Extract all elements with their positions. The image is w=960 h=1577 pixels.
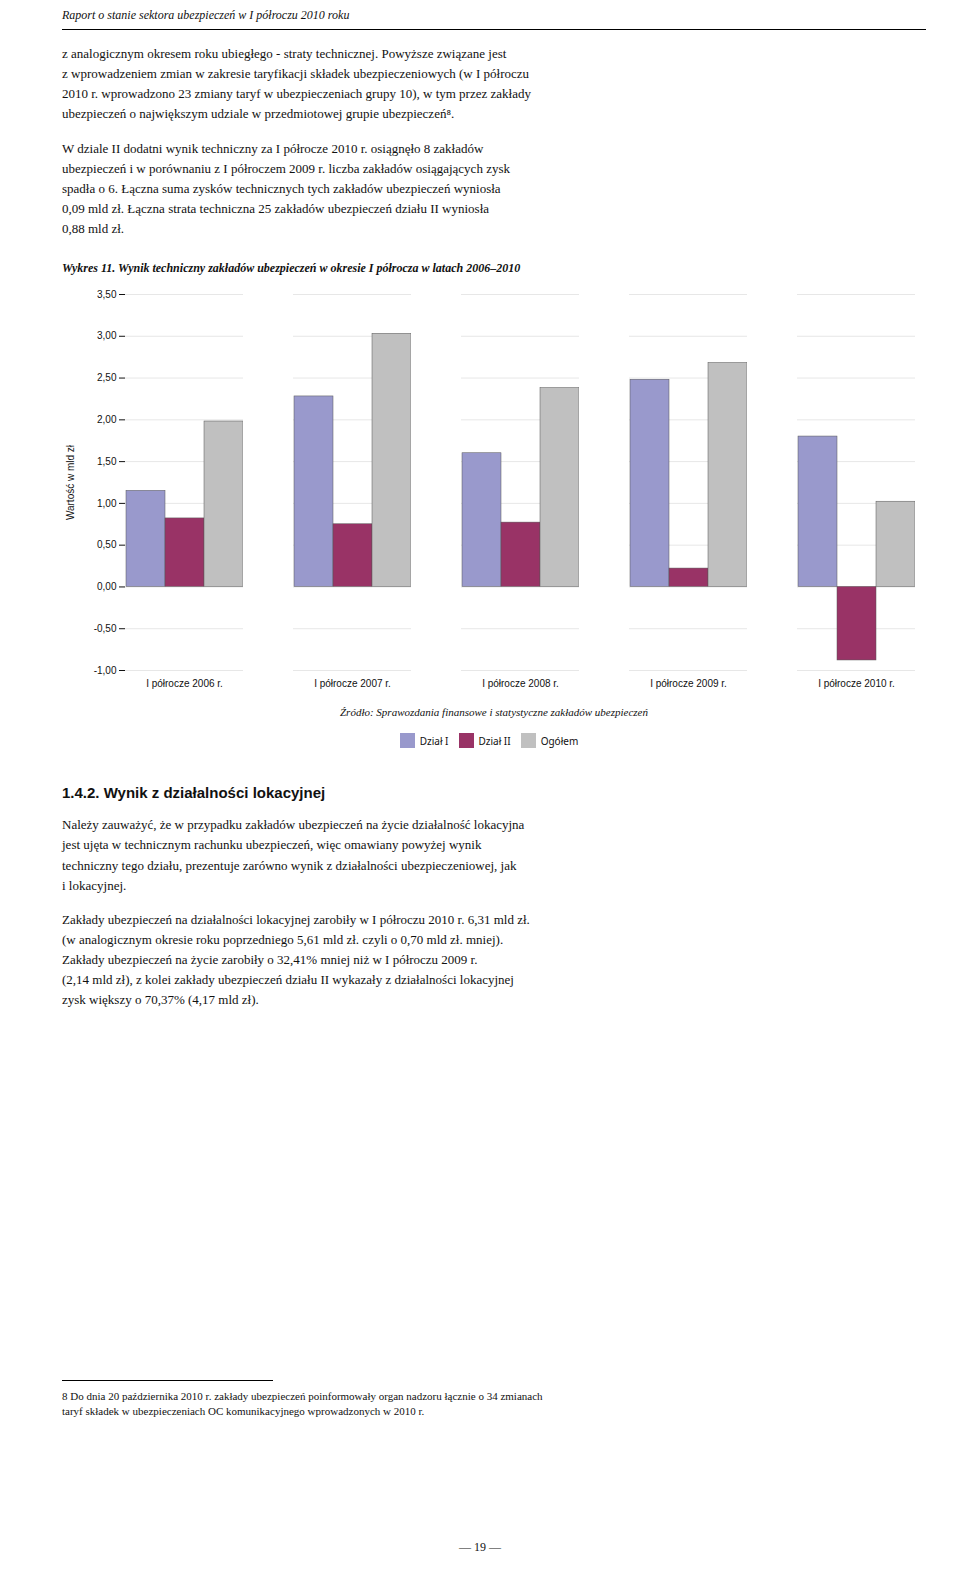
html-text:W dziale II dodatni wynik tech: W dziale II dodatni wynik techniczny za … xyxy=(62,140,510,237)
svg-text:I półrocze 2007 r.: I półrocze 2007 r. xyxy=(314,678,391,689)
html-text:Wykres 11. Wynik techniczny za: Wykres 11. Wynik techniczny zakładów ube… xyxy=(62,261,521,276)
html-text:Należy zauważyć, że w przypadk: Należy zauważyć, że w przypadku zakładów… xyxy=(62,817,525,893)
html-text:Źródło: Sprawozdania finansowe: Źródło: Sprawozdania finansowe i statyst… xyxy=(340,706,648,719)
svg-text:I półrocze 2009 r.: I półrocze 2009 r. xyxy=(650,678,727,689)
svg-text:I półrocze 2008 r.: I półrocze 2008 r. xyxy=(482,678,559,689)
html-text:Dział II: Dział II xyxy=(478,733,511,748)
html-text:Raport o stanie sektora ubezpi: Raport o stanie sektora ubezpieczeń w I … xyxy=(62,8,350,22)
html-text:z analogicznym okresem roku ub: z analogicznym okresem roku ubiegłego - … xyxy=(62,46,531,122)
svg-text:I półrocze 2006 r.: I półrocze 2006 r. xyxy=(146,678,223,689)
svg-text:-1,00: -1,00 xyxy=(94,665,117,676)
html-text:Ogółem: Ogółem xyxy=(540,733,579,748)
svg-text:3,00: 3,00 xyxy=(97,331,117,342)
html-text:1.4.2. Wynik z działalności lo: 1.4.2. Wynik z działalności lokacyjnej xyxy=(62,784,326,802)
svg-text:2,00: 2,00 xyxy=(97,414,117,425)
svg-text:0,50: 0,50 xyxy=(97,540,117,551)
svg-text:Wartość w mld zł: Wartość w mld zł xyxy=(65,444,76,520)
html-text:Dział I: Dział I xyxy=(419,733,449,748)
svg-text:2,50: 2,50 xyxy=(97,373,117,384)
svg-text:-0,50: -0,50 xyxy=(94,623,117,634)
svg-text:I półrocze 2010 r.: I półrocze 2010 r. xyxy=(818,678,895,689)
svg-text:1,00: 1,00 xyxy=(97,498,117,509)
svg-text:0,00: 0,00 xyxy=(97,581,117,592)
html-text:8 Do dnia 20 października 2010: 8 Do dnia 20 października 2010 r. zakład… xyxy=(62,1390,543,1418)
svg-text:3,50: 3,50 xyxy=(97,289,117,300)
html-text:— 19 —: — 19 — xyxy=(459,1540,501,1554)
svg-text:1,50: 1,50 xyxy=(97,456,117,467)
html-text:Zakłady ubezpieczeń na działal: Zakłady ubezpieczeń na działalności loka… xyxy=(62,911,530,1008)
